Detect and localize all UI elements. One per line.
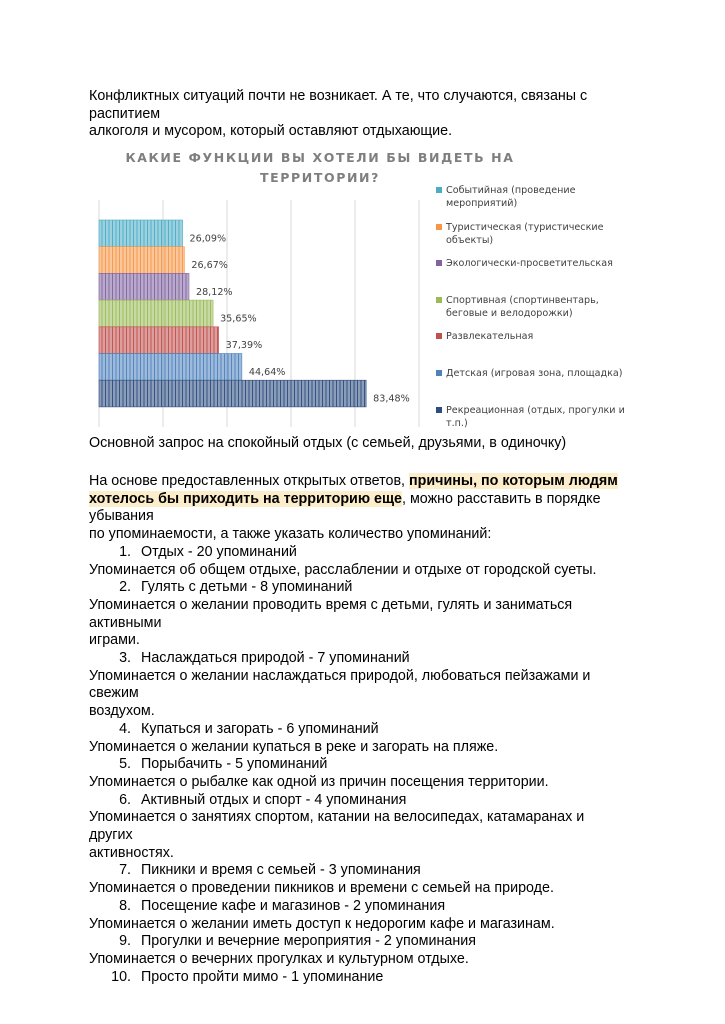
legend-label: Детская (игровая зона, площадка) — [446, 368, 623, 379]
list-item-title: Отдых - 20 упоминаний — [141, 543, 297, 560]
list-item-title: Пикники и время с семьей - 3 упоминания — [141, 862, 421, 879]
legend-item: Развлекательная — [436, 330, 646, 343]
bar — [98, 299, 214, 328]
list-item-title: Купаться и загорать - 6 упоминаний — [141, 720, 379, 737]
list-item-description: Упоминается о желании купаться в реке и … — [89, 738, 499, 755]
data-label: 26,09% — [189, 233, 226, 244]
legend-label: Развлекательная — [446, 331, 534, 342]
list-item: 5. Порыбачить - 5 упоминаний — [89, 756, 629, 774]
list-number: 9. — [119, 933, 131, 950]
list-number: 8. — [119, 897, 131, 914]
bar — [98, 353, 243, 381]
list-item: 10. Просто пройти мимо - 1 упоминание — [89, 969, 629, 987]
legend-swatch — [436, 370, 442, 376]
text-line: Конфликтных ситуаций почти не возникает.… — [89, 88, 588, 122]
legend-label: Событийная (проведение — [446, 185, 576, 196]
bar — [98, 219, 183, 248]
legend-label: мероприятий) — [446, 198, 518, 209]
text-line: алкоголя и мусором, который оставляют от… — [89, 123, 453, 140]
list-number: 2. — [119, 579, 131, 596]
highlighted-text: причины, по которым людям — [409, 473, 618, 489]
list-number: 4. — [119, 720, 131, 737]
data-label: 83,48% — [373, 394, 410, 405]
list-number: 5. — [119, 756, 131, 773]
list-item-description: Упоминается о проведении пикников и врем… — [89, 880, 554, 897]
list-number: 1. — [119, 543, 131, 560]
bar — [98, 326, 219, 354]
list-item-description: Упоминается о вечерних прогулках и культ… — [89, 950, 469, 967]
list-item-title: Просто пройти мимо - 1 упоминание — [141, 968, 384, 985]
chart-title: КАКИЕ ФУНКЦИИ ВЫ ХОТЕЛИ БЫ ВИДЕТЬ НА ТЕР… — [120, 148, 520, 188]
list-item-description: Упоминается о занятиях спортом, катании … — [89, 809, 585, 844]
list-number: 10. — [111, 968, 131, 985]
list-item: 6. Активный отдых и спорт - 4 упоминания — [89, 792, 629, 810]
after-chart-text: Основной запрос на спокойный отдых (с се… — [89, 435, 567, 451]
list-number: 3. — [119, 650, 131, 667]
list-item-description: Упоминается об общем отдыхе, расслаблени… — [89, 561, 597, 578]
list-item-title: Наслаждаться природой - 7 упоминаний — [141, 650, 410, 667]
list-item-description: Упоминается о желании наслаждаться приро… — [89, 667, 591, 702]
data-label: 35,65% — [220, 313, 257, 324]
list-item-description: активностях. — [89, 844, 174, 861]
list-number: 7. — [119, 862, 131, 879]
list-item-title: Активный отдых и спорт - 4 упоминания — [141, 791, 407, 808]
list-item: 2. Гулять с детьми - 8 упоминаний — [89, 579, 629, 597]
legend-label: Туристическая (туристические — [446, 222, 604, 233]
list-item: 1. Отдых - 20 упоминаний — [89, 544, 629, 562]
list-item-title: Прогулки и вечерние мероприятия - 2 упом… — [141, 933, 476, 950]
intro-paragraph: Конфликтных ситуаций почти не возникает.… — [89, 88, 629, 141]
legend-swatch — [436, 224, 442, 230]
list-item: 3. Наслаждаться природой - 7 упоминаний — [89, 650, 629, 668]
reasons-section: На основе предоставленных открытых ответ… — [89, 473, 629, 986]
list-item-title: Порыбачить - 5 упоминаний — [141, 756, 328, 773]
list-item: 8. Посещение кафе и магазинов - 2 упомина… — [89, 898, 629, 916]
list-item-description: Упоминается о желании иметь доступ к нед… — [89, 915, 555, 932]
list-item-description: Упоминается о рыбалке как одной из причи… — [89, 773, 549, 790]
intro-reasons-paragraph: На основе предоставленных открытых ответ… — [89, 473, 618, 543]
legend-item: Рекреационная (отдых, прогулки и т.п.) — [436, 404, 646, 430]
legend-label: Экологически-просветительская — [446, 258, 613, 269]
chart-title-line: КАКИЕ ФУНКЦИИ ВЫ ХОТЕЛИ БЫ ВИДЕТЬ НА — [125, 150, 515, 165]
list-item-description: воздухом. — [89, 703, 155, 720]
list-item-description: играми. — [89, 632, 140, 649]
legend-item: Экологически-просветительская — [436, 257, 646, 270]
list-number: 6. — [119, 791, 131, 808]
data-label: 44,64% — [249, 367, 286, 378]
list-item: 9. Прогулки и вечерние мероприятия - 2 уп… — [89, 933, 629, 951]
legend-swatch — [436, 260, 442, 266]
legend-swatch — [436, 187, 442, 193]
legend-label: Рекреационная (отдых, прогулки и — [446, 405, 625, 416]
list-item: 7. Пикники и время с семьей - 3 упоминани… — [89, 862, 629, 880]
bar — [98, 246, 185, 274]
list-item-description: Упоминается о желании проводить время с … — [89, 596, 573, 631]
highlighted-text: хотелось бы приходить на территорию еще — [89, 490, 402, 507]
legend-label: т.п.) — [446, 418, 468, 429]
legend-item: Событийная (проведение мероприятий) — [436, 184, 646, 210]
legend-label: Спортивная (спортинвентарь, — [446, 295, 599, 306]
legend-swatch — [436, 333, 442, 339]
legend-item: Спортивная (спортинвентарь, беговые и вел… — [436, 294, 646, 320]
chart-title-line: ТЕРРИТОРИИ? — [260, 170, 380, 185]
legend-swatch — [436, 407, 442, 413]
data-label: 37,39% — [226, 340, 263, 351]
bar — [98, 273, 190, 301]
legend-swatch — [436, 297, 442, 303]
data-label: 28,12% — [196, 287, 233, 298]
data-label: 26,67% — [191, 260, 228, 271]
bar — [98, 379, 367, 408]
list-item-title: Посещение кафе и магазинов - 2 упоминани… — [141, 897, 446, 914]
legend-item: Детская (игровая зона, площадка) — [436, 367, 646, 380]
legend-label: беговые и велодорожки) — [446, 308, 573, 319]
legend-item: Туристическая (туристические объекты) — [436, 221, 646, 247]
legend-label: объекты) — [446, 235, 494, 246]
reasons-list: 1. Отдых - 20 упоминаний Упоминается об об… — [89, 544, 629, 987]
list-item: 4. Купаться и загорать - 6 упоминаний — [89, 721, 629, 739]
list-item-title: Гулять с детьми - 8 упоминаний — [141, 579, 353, 596]
